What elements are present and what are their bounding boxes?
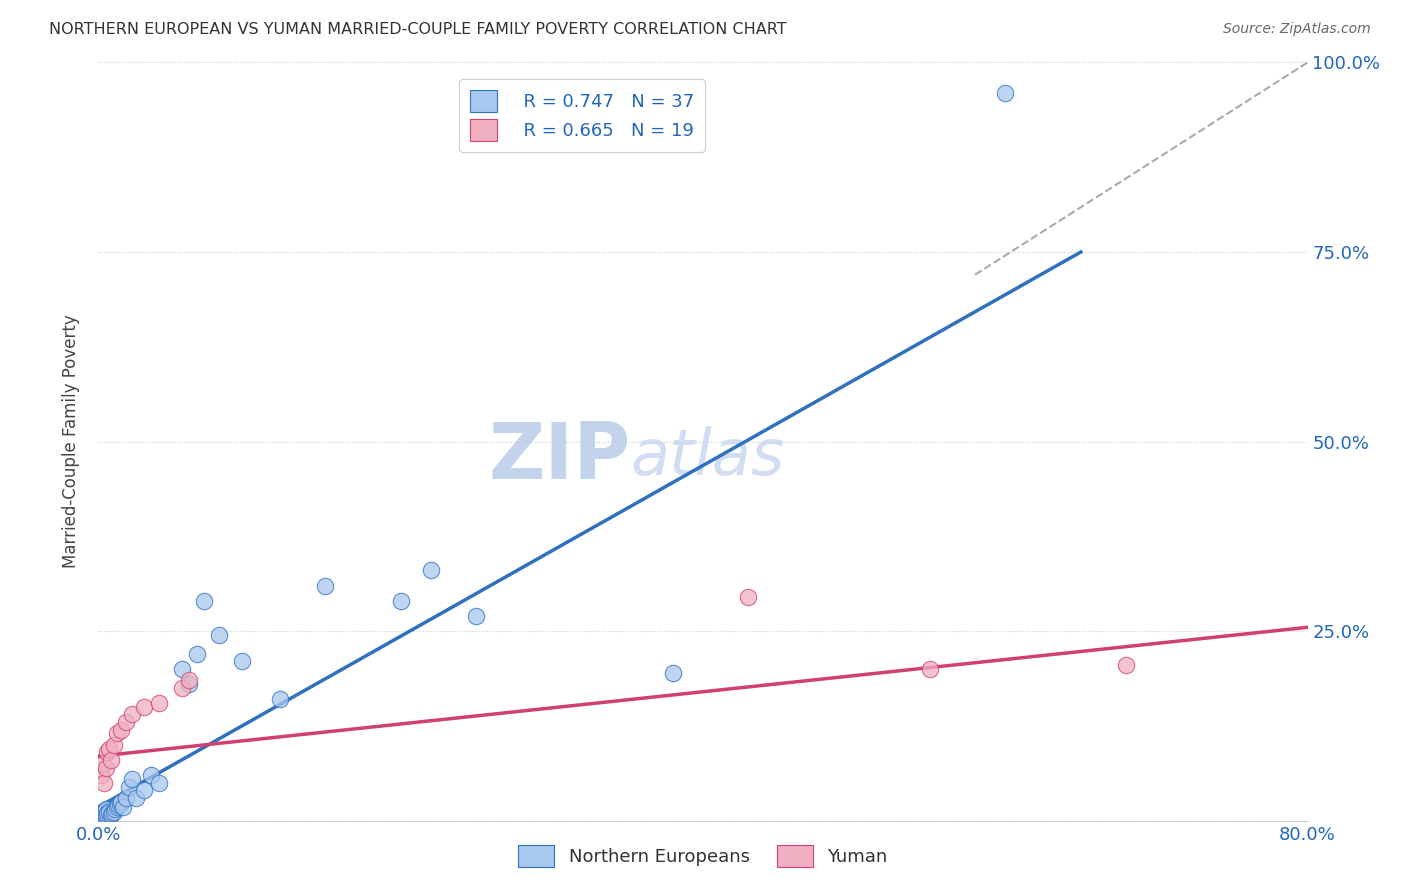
Point bbox=[148, 776, 170, 790]
Point bbox=[104, 802, 127, 816]
Text: ZIP: ZIP bbox=[488, 418, 630, 495]
Point bbox=[108, 797, 131, 811]
Point bbox=[93, 776, 115, 790]
Point bbox=[121, 772, 143, 786]
Point bbox=[110, 723, 132, 737]
Point bbox=[132, 699, 155, 714]
Text: NORTHERN EUROPEAN VS YUMAN MARRIED-COUPLE FAMILY POVERTY CORRELATION CHART: NORTHERN EUROPEAN VS YUMAN MARRIED-COUPL… bbox=[49, 22, 787, 37]
Point bbox=[96, 746, 118, 760]
Point bbox=[111, 800, 134, 814]
Point bbox=[103, 805, 125, 819]
Legend:   R = 0.747   N = 37,   R = 0.665   N = 19: R = 0.747 N = 37, R = 0.665 N = 19 bbox=[460, 79, 704, 152]
Point bbox=[107, 798, 129, 813]
Point bbox=[121, 707, 143, 722]
Point bbox=[314, 579, 336, 593]
Point bbox=[994, 86, 1017, 100]
Point bbox=[148, 696, 170, 710]
Point bbox=[100, 808, 122, 822]
Point bbox=[1115, 658, 1137, 673]
Point bbox=[114, 791, 136, 805]
Point bbox=[125, 791, 148, 805]
Point bbox=[105, 800, 128, 814]
Point bbox=[661, 665, 683, 680]
Point bbox=[100, 753, 122, 767]
Point bbox=[98, 741, 121, 756]
Point bbox=[170, 681, 193, 695]
Point bbox=[389, 594, 412, 608]
Text: Source: ZipAtlas.com: Source: ZipAtlas.com bbox=[1223, 22, 1371, 37]
Point bbox=[101, 806, 124, 821]
Point bbox=[96, 806, 118, 821]
Point bbox=[93, 805, 115, 819]
Point bbox=[94, 807, 117, 822]
Text: atlas: atlas bbox=[630, 425, 785, 488]
Point bbox=[90, 768, 112, 782]
Point bbox=[114, 715, 136, 730]
Point bbox=[94, 760, 117, 774]
Point bbox=[91, 807, 114, 822]
Point bbox=[737, 590, 759, 604]
Point bbox=[110, 795, 132, 809]
Point bbox=[170, 662, 193, 676]
Point bbox=[208, 628, 231, 642]
Point bbox=[103, 738, 125, 752]
Legend: Northern Europeans, Yuman: Northern Europeans, Yuman bbox=[510, 838, 896, 874]
Point bbox=[179, 673, 201, 688]
Point bbox=[105, 726, 128, 740]
Point bbox=[179, 677, 201, 691]
Point bbox=[91, 806, 114, 821]
Point bbox=[465, 608, 488, 623]
Y-axis label: Married-Couple Family Poverty: Married-Couple Family Poverty bbox=[62, 315, 80, 568]
Point bbox=[918, 662, 941, 676]
Point bbox=[193, 594, 215, 608]
Point bbox=[91, 756, 114, 771]
Point bbox=[94, 802, 117, 816]
Point bbox=[90, 810, 112, 824]
Point bbox=[118, 780, 141, 794]
Point bbox=[231, 655, 253, 669]
Point bbox=[141, 768, 163, 782]
Point bbox=[269, 692, 291, 706]
Point bbox=[98, 805, 121, 819]
Point bbox=[132, 783, 155, 797]
Point bbox=[420, 564, 443, 578]
Point bbox=[186, 647, 208, 661]
